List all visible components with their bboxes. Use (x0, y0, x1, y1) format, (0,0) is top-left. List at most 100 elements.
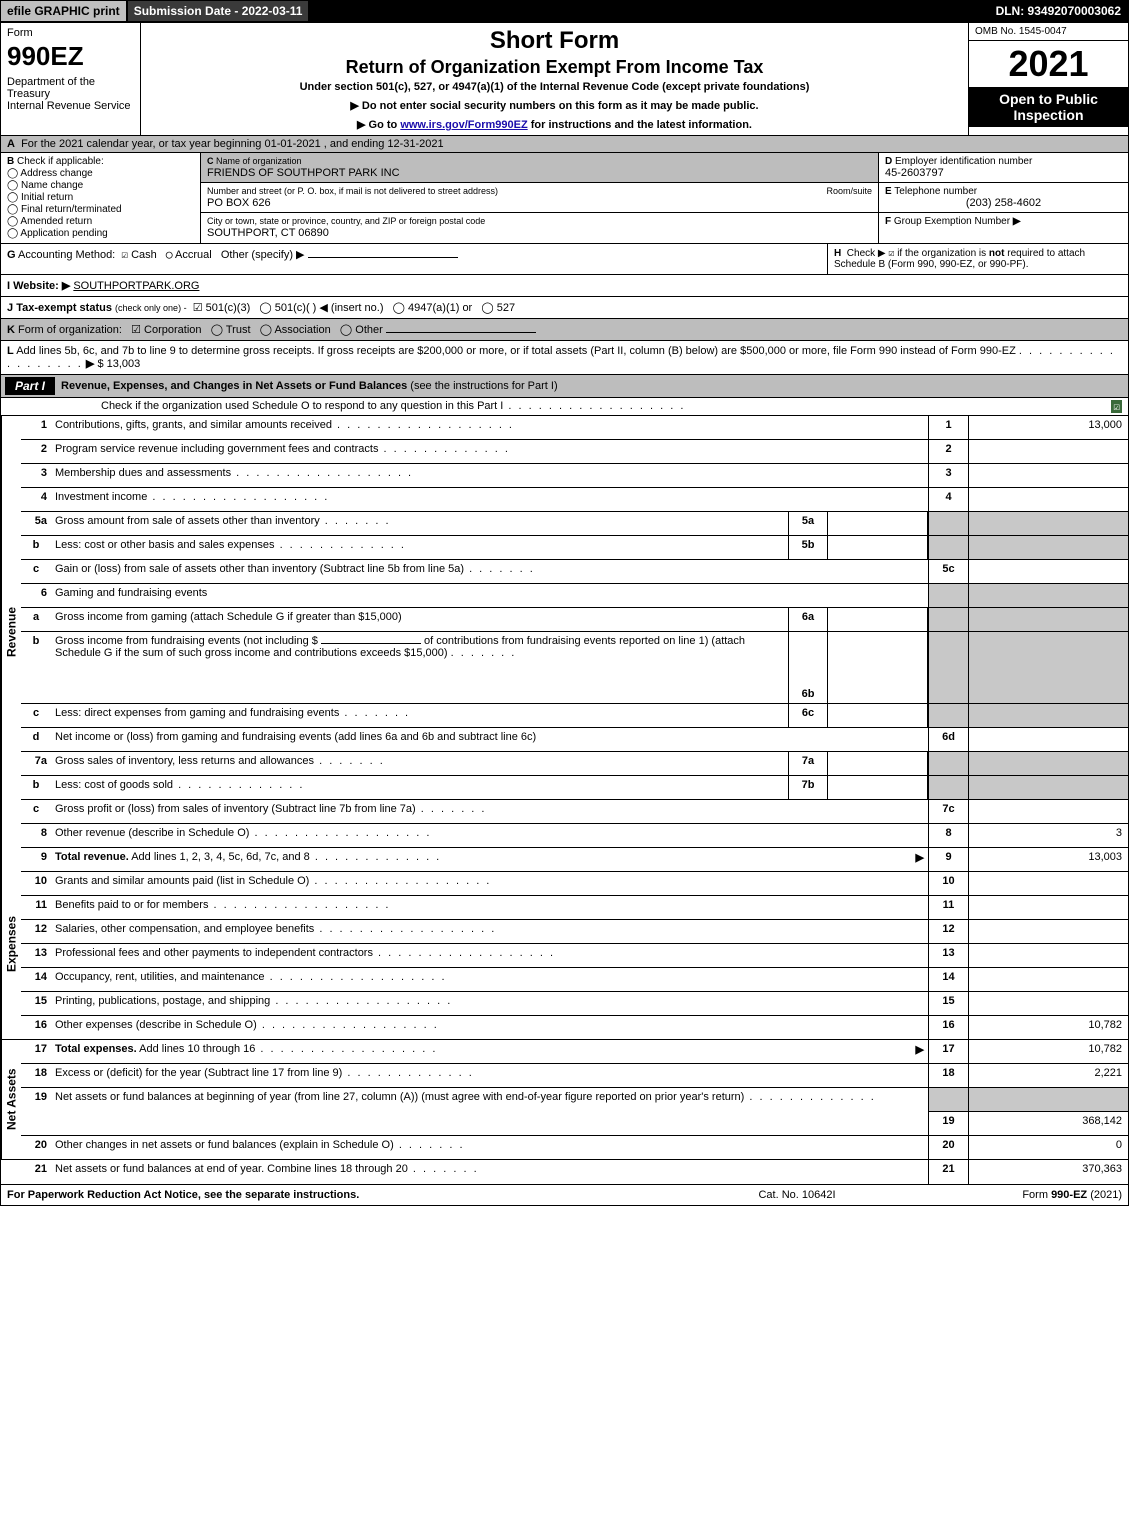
line-1-desc: Contributions, gifts, grants, and simila… (51, 416, 928, 439)
h-pre: Check ▶ (847, 248, 889, 259)
irs-link[interactable]: www.irs.gov/Form990EZ (400, 119, 527, 131)
footer: For Paperwork Reduction Act Notice, see … (0, 1185, 1129, 1206)
cash-label: Cash (131, 249, 157, 261)
row-a-text: For the 2021 calendar year, or tax year … (21, 138, 444, 150)
cb-association[interactable]: ◯ Association (260, 324, 331, 336)
line-9-rn: 9 (928, 848, 968, 871)
cb-application-pending[interactable]: ◯ Application pending (7, 228, 194, 239)
line-12: 12 Salaries, other compensation, and emp… (21, 920, 1128, 944)
instr-no-ssn: ▶ Do not enter social security numbers o… (147, 99, 962, 112)
cb-other-org[interactable]: ◯ Other (340, 324, 383, 336)
cb-amended-return[interactable]: ◯ Amended return (7, 216, 194, 227)
cb-trust[interactable]: ◯ Trust (211, 324, 251, 336)
cb-accrual[interactable]: ◯ (166, 248, 173, 261)
website-link[interactable]: SOUTHPORTPARK.ORG (73, 280, 199, 292)
org-name-label: Name of organization (216, 156, 302, 166)
line-7a-desc: Gross sales of inventory, less returns a… (51, 752, 788, 775)
line-7b-rv (968, 776, 1128, 799)
line-5c-num: c (21, 560, 51, 583)
line-5b-rn (928, 536, 968, 559)
line-1-rn: 1 (928, 416, 968, 439)
cb-amended-return-label: Amended return (20, 216, 92, 227)
h-not: not (989, 248, 1005, 259)
line-21-num: 21 (21, 1160, 51, 1184)
row-l: L Add lines 5b, 6c, and 7b to line 9 to … (0, 341, 1129, 375)
line-5b-rv (968, 536, 1128, 559)
line-6c-num: c (21, 704, 51, 727)
line-15-num: 15 (21, 992, 51, 1015)
line-15-desc: Printing, publications, postage, and shi… (51, 992, 928, 1015)
row-a: A For the 2021 calendar year, or tax yea… (0, 136, 1129, 153)
line-2-num: 2 (21, 440, 51, 463)
submission-date-button[interactable]: Submission Date - 2022-03-11 (127, 0, 310, 22)
cb-schedule-o[interactable]: ☑ (1111, 400, 1122, 413)
label-a: A (7, 138, 15, 150)
footer-right-form: 990-EZ (1051, 1189, 1087, 1201)
l-text: Add lines 5b, 6c, and 7b to line 9 to de… (16, 345, 1016, 357)
line-5a: 5a Gross amount from sale of assets othe… (21, 512, 1128, 536)
cb-501c[interactable]: ◯ 501(c)( ) ◀ (insert no.) (259, 302, 383, 314)
line-20: 20 Other changes in net assets or fund b… (21, 1136, 1128, 1160)
line-21-rv: 370,363 (968, 1160, 1128, 1184)
line-7b-num: b (21, 776, 51, 799)
line-3-desc: Membership dues and assessments (51, 464, 928, 487)
line-8-num: 8 (21, 824, 51, 847)
other-input[interactable] (308, 257, 458, 258)
i-text: Website: ▶ (13, 280, 70, 292)
line-6b-mn: 6b (788, 632, 828, 703)
line-6-desc: Gaming and fundraising events (51, 584, 928, 607)
line-11-rn: 11 (928, 896, 968, 919)
line-6b-num: b (21, 632, 51, 703)
line-5a-desc: Gross amount from sale of assets other t… (51, 512, 788, 535)
line-3-rn: 3 (928, 464, 968, 487)
line-7c-rv (968, 800, 1128, 823)
part1-table: Revenue Expenses Net Assets 1 Contributi… (0, 416, 1129, 1185)
line-9-num: 9 (21, 848, 51, 871)
efile-print-button[interactable]: efile GRAPHIC print (0, 0, 127, 22)
col-c: C Name of organization FRIENDS OF SOUTHP… (201, 153, 878, 243)
arrow-icon: ▶ (86, 358, 94, 370)
cb-corporation[interactable]: ☑ Corporation (131, 324, 201, 336)
cb-cash[interactable]: ☑ (121, 248, 128, 261)
cb-501c3[interactable]: ☑ 501(c)(3) (193, 302, 251, 314)
line-4-desc: Investment income (51, 488, 928, 511)
line-6-rv (968, 584, 1128, 607)
line-14-rn: 14 (928, 968, 968, 991)
line-7b-desc: Less: cost of goods sold (51, 776, 788, 799)
arrow-icon: ▶ (916, 1043, 924, 1056)
other-org-input[interactable] (386, 332, 536, 333)
line-2-rv (968, 440, 1128, 463)
line-6c: c Less: direct expenses from gaming and … (21, 704, 1128, 728)
line-17-rv: 10,782 (968, 1040, 1128, 1063)
subtitle: Under section 501(c), 527, or 4947(a)(1)… (147, 81, 962, 93)
cb-527[interactable]: ◯ 527 (481, 302, 515, 314)
cb-name-change[interactable]: ◯ Name change (7, 180, 194, 191)
line-19-rn: 19 (928, 1112, 968, 1135)
line-10-rv (968, 872, 1128, 895)
line-11-rv (968, 896, 1128, 919)
line-14-desc: Occupancy, rent, utilities, and maintena… (51, 968, 928, 991)
label-k: K (7, 324, 15, 336)
cb-4947[interactable]: ◯ 4947(a)(1) or (393, 302, 473, 314)
cb-initial-return[interactable]: ◯ Initial return (7, 192, 194, 203)
group-exemption-row: F Group Exemption Number ▶ (879, 213, 1128, 239)
line-6b-d1: Gross income from fundraising events (no… (55, 635, 318, 647)
form-title-block: Short Form Return of Organization Exempt… (141, 23, 968, 135)
line-17-rn: 17 (928, 1040, 968, 1063)
k-text: Form of organization: (18, 324, 122, 336)
side-revenue: Revenue (1, 416, 21, 848)
line-6b-amount-input[interactable] (321, 643, 421, 644)
line-13-rn: 13 (928, 944, 968, 967)
line-5b-mv (828, 536, 928, 559)
schedule-b-check: H Check ▶ ☑ if the organization is not r… (828, 244, 1128, 274)
line-6a-mn: 6a (788, 608, 828, 631)
cb-final-return[interactable]: ◯ Final return/terminated (7, 204, 194, 215)
line-5a-rn (928, 512, 968, 535)
line-7b-mv (828, 776, 928, 799)
line-2: 2 Program service revenue including gove… (21, 440, 1128, 464)
label-f: F (885, 216, 891, 227)
cb-schedule-b[interactable]: ☑ (888, 248, 894, 259)
line-16-rv: 10,782 (968, 1016, 1128, 1039)
cb-address-change[interactable]: ◯ Address change (7, 168, 194, 179)
org-name-row: C Name of organization FRIENDS OF SOUTHP… (201, 153, 878, 183)
